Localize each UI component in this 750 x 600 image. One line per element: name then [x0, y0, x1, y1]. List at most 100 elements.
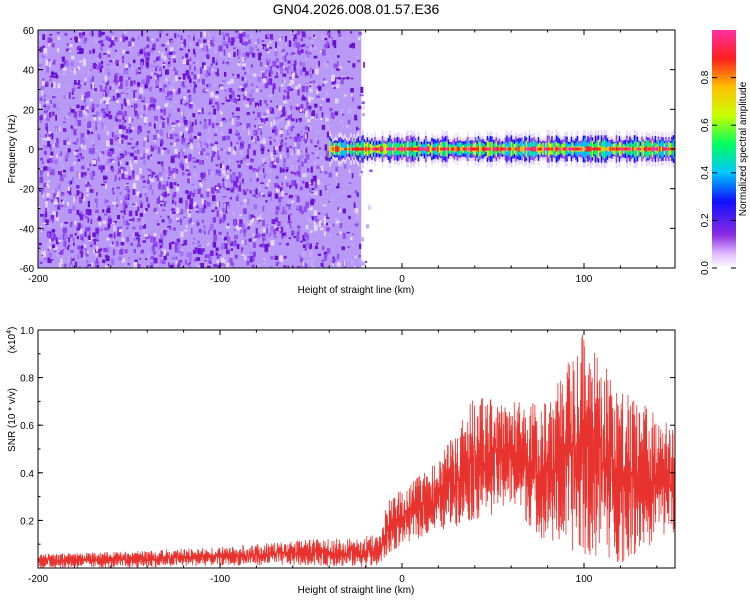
noise-cell [50, 230, 55, 236]
noise-cell [229, 252, 234, 258]
signal-peak [392, 147, 396, 151]
noise-cell [275, 217, 278, 222]
noise-cell [41, 54, 45, 58]
noise-cell [200, 183, 203, 188]
noise-cell [312, 257, 315, 262]
noise-cell [285, 267, 288, 268]
noise-cell [306, 118, 311, 123]
noise-cell [178, 88, 181, 94]
noise-cell [130, 163, 133, 171]
noise-cell [244, 41, 248, 46]
noise-cell [53, 104, 57, 108]
noise-cell [185, 200, 188, 207]
noise-cell [233, 240, 237, 247]
noise-cell [128, 218, 133, 224]
noise-cell [213, 68, 218, 72]
noise-cell [300, 104, 304, 109]
noise-cell [222, 208, 225, 213]
noise-cell [242, 157, 247, 161]
noise-cell [182, 172, 185, 176]
noise-cell [81, 234, 85, 237]
noise-cell [201, 219, 204, 223]
signal-core [447, 147, 450, 151]
noise-cell [218, 170, 221, 177]
noise-cell [296, 42, 301, 49]
noise-cell [206, 143, 209, 149]
noise-cell [140, 152, 144, 157]
signal-core [608, 146, 610, 152]
noise-cell [96, 265, 99, 268]
noise-cell [158, 183, 162, 190]
noise-cell [80, 172, 84, 178]
noise-cell [38, 189, 43, 192]
noise-cell [336, 233, 340, 236]
noise-cell [238, 132, 241, 139]
noise-cell [193, 87, 196, 94]
signal-core [467, 146, 469, 152]
noise-cell [159, 87, 163, 92]
noise-cell [284, 192, 289, 196]
noise-cell [68, 92, 71, 99]
noise-cell [346, 125, 349, 128]
noise-cell [168, 97, 173, 101]
noise-cell [96, 201, 98, 209]
noise-cell [347, 195, 352, 198]
noise-cell [274, 146, 278, 151]
noise-cell [219, 217, 222, 224]
noise-cell [85, 227, 87, 233]
spectrogram-ytick-label: -40 [20, 224, 35, 235]
noise-cell [92, 115, 97, 118]
noise-cell [296, 205, 299, 210]
noise-cell [237, 216, 239, 222]
noise-cell [221, 164, 225, 169]
noise-cell [124, 205, 128, 208]
noise-cell [251, 180, 254, 183]
noise-cell [133, 261, 138, 268]
noise-cell [175, 119, 180, 123]
noise-cell [47, 59, 51, 66]
noise-cell [119, 37, 122, 42]
noise-cell [44, 201, 48, 205]
noise-cell [173, 81, 175, 87]
signal-core [395, 147, 397, 151]
noise-cell [265, 58, 268, 62]
noise-cell [115, 75, 118, 82]
noise-cell [210, 40, 213, 47]
noise-cell [63, 240, 67, 247]
noise-cell [61, 56, 65, 60]
noise-cell [181, 41, 185, 44]
noise-cell [323, 251, 328, 257]
noise-cell [221, 32, 225, 36]
noise-cell [272, 230, 277, 235]
noise-cell [251, 168, 255, 173]
noise-cell [167, 91, 169, 97]
signal-peak [468, 147, 472, 151]
noise-cell [59, 183, 62, 186]
noise-cell [337, 206, 340, 211]
noise-cell [359, 94, 364, 97]
noise-cell [128, 175, 132, 180]
noise-cell [55, 114, 58, 121]
noise-cell [281, 235, 284, 239]
noise-cell [310, 259, 314, 266]
noise-cell [226, 169, 231, 173]
noise-cell [339, 223, 343, 228]
noise-cell [238, 49, 241, 56]
noise-cell [50, 215, 55, 220]
noise-cell [100, 183, 105, 186]
noise-cell [174, 70, 178, 76]
noise-cell [165, 42, 169, 45]
noise-cell [203, 200, 206, 205]
signal-core [518, 146, 520, 152]
noise-cell [148, 76, 152, 79]
noise-cell [107, 97, 111, 101]
noise-cell [104, 198, 107, 205]
noise-cell [78, 213, 83, 217]
noise-cell [307, 140, 310, 145]
noise-cell [100, 99, 102, 104]
noise-cell [111, 59, 115, 62]
noise-cell [54, 211, 56, 216]
noise-cell [351, 173, 354, 179]
